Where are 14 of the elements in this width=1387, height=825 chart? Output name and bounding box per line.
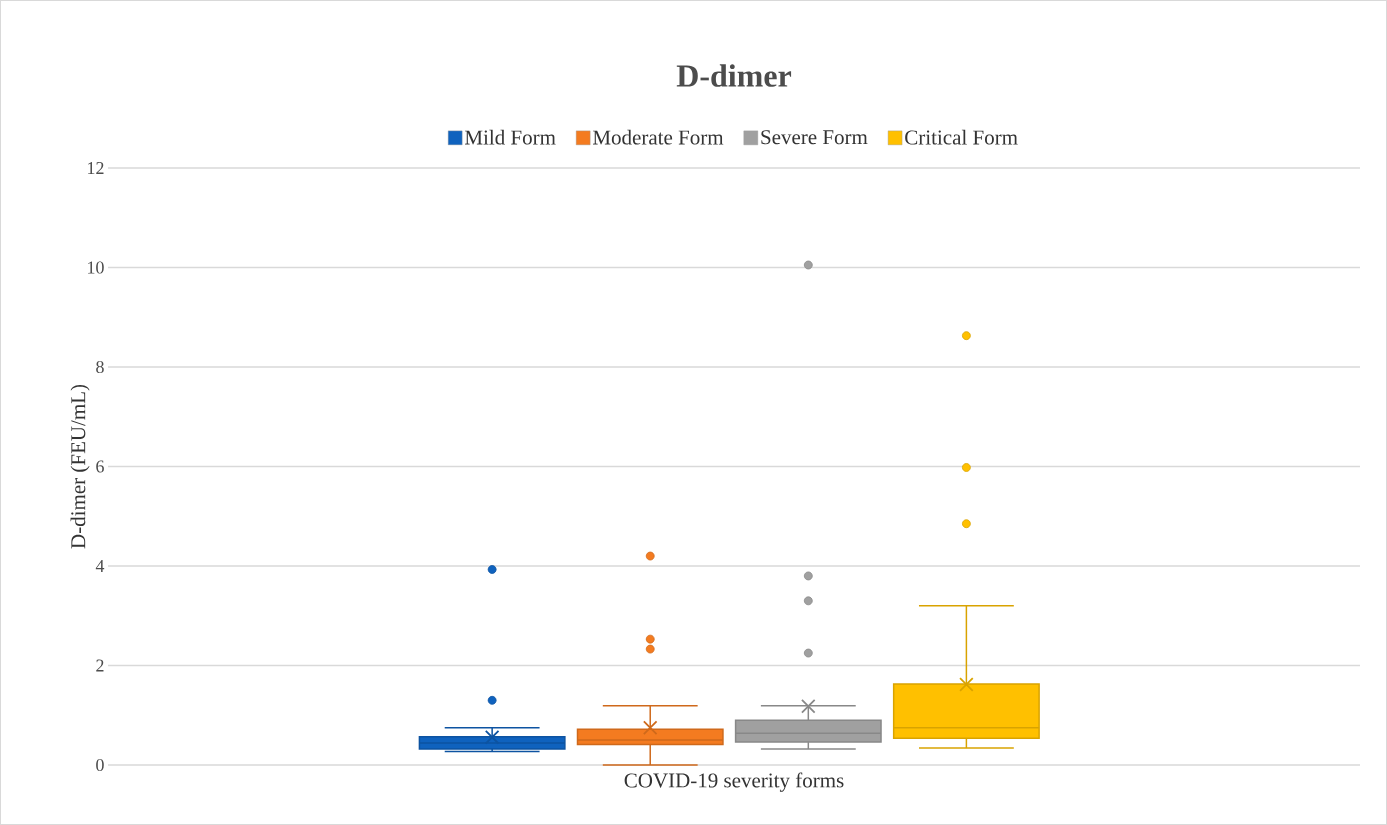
legend-label: Critical Form [905,129,1018,145]
y-tick-label: 2 [96,659,104,672]
y-tick-label: 4 [95,560,105,572]
legend-label: Mild Form [464,129,556,145]
y-tick-label: 0 [96,758,104,772]
x-axis-title: COVID-19 severity forms [624,772,844,792]
legend-label: Severe Form [761,130,868,145]
chart-title: D-dimer [676,64,792,87]
y-tick-label: 12 [88,162,104,174]
y-tick-label: 6 [96,460,104,473]
y-axis-title: D-dimer (FEU/mL) [70,384,90,549]
y-tick-label: 10 [88,261,104,274]
legend-label: Moderate Form [592,129,724,145]
y-tick-label: 8 [96,360,104,374]
